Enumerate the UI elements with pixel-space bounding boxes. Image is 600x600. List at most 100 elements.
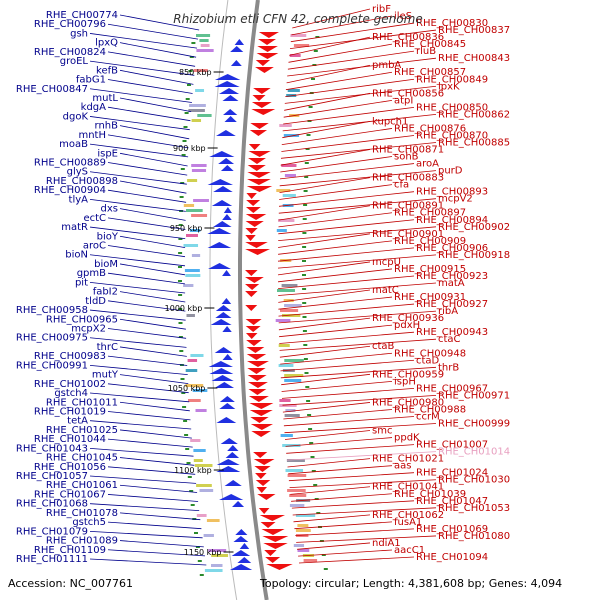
gene-label-ctad: ctaD xyxy=(416,355,440,366)
forward-strand-feature xyxy=(213,186,233,192)
leader-line xyxy=(107,134,189,149)
forward-strand-feature xyxy=(210,319,232,325)
gene-label-rhe-ch00898: RHE_CH00898 xyxy=(46,176,118,187)
gene-label-aroa: aroA xyxy=(416,159,439,170)
gc-skew-mark xyxy=(321,554,326,556)
gene-label-smc: smc xyxy=(372,426,392,437)
gc-skew-mark xyxy=(303,190,308,192)
category-block xyxy=(183,284,194,287)
gc-skew-mark xyxy=(187,84,191,86)
reverse-strand-feature xyxy=(266,564,293,570)
leader-line xyxy=(107,189,187,203)
scale-tick-label: 850 kbp xyxy=(179,68,212,77)
gene-label-rhe-ch00958: RHE_CH00958 xyxy=(16,305,88,316)
category-block xyxy=(193,199,209,202)
gc-skew-mark xyxy=(311,78,315,80)
forward-strand-feature xyxy=(215,305,232,311)
gc-skew-mark xyxy=(308,106,313,108)
forward-strand-feature xyxy=(223,207,232,213)
forward-strand-feature xyxy=(216,417,237,423)
gene-label-mata: matA xyxy=(438,278,465,289)
gene-label-rhe-ch00906: RHE_CH00906 xyxy=(416,243,488,254)
gene-label-rhe-ch00980: RHE_CH00980 xyxy=(372,397,444,408)
reverse-strand-feature xyxy=(253,88,271,94)
gc-skew-mark xyxy=(305,148,310,150)
gene-label-rhe-ch00849: RHE_CH00849 xyxy=(416,74,488,85)
reverse-strand-feature xyxy=(245,207,261,213)
gene-label-gstch5: gstch5 xyxy=(72,517,106,528)
gc-skew-mark xyxy=(199,574,204,576)
gene-label-pdxh: pdxH xyxy=(394,320,420,331)
gene-label-rhe-ch00988: RHE_CH00988 xyxy=(394,404,466,415)
leader-line xyxy=(288,465,393,475)
leader-line xyxy=(279,331,415,344)
forward-strand-feature xyxy=(216,459,240,465)
leader-line xyxy=(292,507,437,516)
gc-skew-mark xyxy=(304,176,309,178)
category-block xyxy=(188,399,201,402)
leader-line xyxy=(286,64,371,84)
gene-label-rhe-ch00830: RHE_CH00830 xyxy=(416,18,488,29)
reverse-strand-feature xyxy=(246,186,273,192)
forward-strand-feature xyxy=(219,396,235,402)
leader-line xyxy=(89,447,194,457)
gene-label-rhe-ch00967: RHE_CH00967 xyxy=(416,383,488,394)
gene-label-rhe-ch00885: RHE_CH00885 xyxy=(438,137,510,148)
gene-label-pit: pit xyxy=(75,277,88,288)
leader-line xyxy=(119,512,201,521)
gc-skew-mark xyxy=(309,442,314,444)
leader-line xyxy=(119,180,187,194)
scale-tick-label: 1050 kbp xyxy=(168,384,206,393)
forward-strand-feature xyxy=(211,375,234,381)
gene-label-muty: mutY xyxy=(92,370,119,381)
leader-line xyxy=(278,275,415,289)
forward-strand-feature xyxy=(214,74,241,80)
gene-label-rhe-ch00856: RHE_CH00856 xyxy=(372,88,444,99)
leader-line xyxy=(89,558,207,566)
forward-strand-feature xyxy=(232,501,245,507)
gene-label-rhe-ch00983: RHE_CH00983 xyxy=(34,351,106,362)
category-block xyxy=(276,229,287,232)
gc-skew-mark xyxy=(180,168,185,170)
gene-label-rhe-ch01007: RHE_CH01007 xyxy=(416,440,488,451)
category-block xyxy=(183,204,195,207)
gene-label-rhe-ch01109: RHE_CH01109 xyxy=(34,545,106,556)
gc-skew-mark xyxy=(307,414,312,416)
gene-label-ndia1: ndiA1 xyxy=(372,538,401,549)
leader-line xyxy=(119,14,200,31)
leader-line xyxy=(282,402,371,413)
forward-strand-feature xyxy=(219,403,236,409)
leader-line xyxy=(279,345,371,358)
forward-strand-feature xyxy=(221,298,232,304)
gene-label-rhe-ch01014: RHE_CH01014 xyxy=(438,447,510,458)
forward-strand-feature xyxy=(220,438,238,444)
gene-label-bion: bioN xyxy=(65,250,88,261)
gc-skew-mark xyxy=(305,386,310,388)
gene-label-moab: moaB xyxy=(59,139,88,150)
leader-line xyxy=(278,219,415,235)
reverse-strand-feature xyxy=(246,354,267,360)
accession-label: Accession: NC_007761 xyxy=(8,577,133,590)
gene-label-rhe-ch01039: RHE_CH01039 xyxy=(394,489,466,500)
reverse-strand-feature xyxy=(256,487,268,493)
reverse-strand-feature xyxy=(248,396,269,402)
gene-label-rhe-ch01056: RHE_CH01056 xyxy=(34,462,106,473)
category-block xyxy=(284,304,302,307)
category-block xyxy=(189,104,206,107)
gene-label-rhe-ch00936: RHE_CH00936 xyxy=(372,313,444,324)
gene-label-ispe: ispE xyxy=(97,148,118,159)
gc-skew-mark xyxy=(302,218,307,220)
gc-skew-mark xyxy=(181,392,186,394)
gene-label-rhe-ch00902: RHE_CH00902 xyxy=(438,222,510,233)
category-block xyxy=(191,119,202,122)
leader-line xyxy=(89,281,186,294)
leader-line xyxy=(283,99,393,118)
reverse-strand-feature xyxy=(246,347,265,353)
forward-strand-feature xyxy=(214,347,233,353)
leader-line xyxy=(287,50,415,70)
reverse-strand-feature xyxy=(265,557,281,563)
gene-label-ctac: ctaC xyxy=(438,334,461,345)
forward-strand-feature xyxy=(213,221,232,227)
forward-strand-feature xyxy=(218,158,235,164)
reverse-strand-feature xyxy=(246,340,262,346)
